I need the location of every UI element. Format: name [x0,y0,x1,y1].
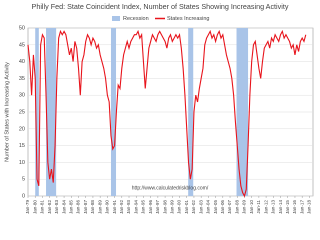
y-tick-label: 15 [19,143,25,149]
x-tick-label: Jan-96 [148,200,153,214]
y-tick-label: 25 [19,109,25,115]
x-tick-label: Jan-02 [191,200,196,214]
x-tick-label: Jan-16 [292,200,297,214]
x-tick-label: Jan-04 [206,200,211,214]
watermark: http://www.calculatedriskblog.com/ [132,185,209,191]
y-tick-label: 50 [19,25,25,31]
x-tick-label: Jan-87 [83,200,88,214]
x-tick-label: Jan-80 [32,200,37,214]
x-tick-label: Jan-14 [278,200,283,214]
x-tick-label: Jan-08 [234,200,239,214]
x-tick-label: Jan-11 [256,200,261,214]
x-tick-label: Jan-06 [220,200,225,214]
x-tick-label: Jan-81 [40,200,45,214]
x-tick-label: Jan-01 [184,200,189,214]
recession-band [35,28,39,196]
x-tick-label: Jan-79 [25,200,30,214]
x-tick-label: Jan-15 [285,200,290,214]
x-tick-label: Jan-91 [112,200,117,214]
x-tick-label: Jan-84 [61,200,66,214]
y-tick-label: 30 [19,93,25,99]
x-tick-label: Jan-09 [242,200,247,214]
y-tick-label: 20 [19,126,25,132]
chart-title: Philly Fed: State Coincident Index, Numb… [32,2,289,11]
x-tick-label: Jan-95 [141,200,146,214]
page: Philly Fed: State Coincident Index, Numb… [4,1,314,215]
x-tick-label: Jan-12 [263,200,268,214]
x-tick-label: Jan-92 [119,200,124,214]
x-tick-label: Jan-17 [299,200,304,214]
x-tick-label: Jan-10 [249,200,254,214]
recession-band [110,28,117,196]
x-tick-label: Jan-99 [170,200,175,214]
x-tick-label: Jan-86 [76,200,81,214]
legend-swatch [112,16,120,21]
x-tick-label: Jan-97 [155,200,160,214]
y-tick-label: 35 [19,76,25,82]
chart: Philly Fed: State Coincident Index, Numb… [4,2,314,214]
y-tick-label: 0 [22,193,25,199]
x-tick-label: Jan-13 [271,200,276,214]
x-tick-label: Jan-94 [133,200,138,214]
x-tick-label: Jan-90 [105,200,110,214]
recession-band [236,28,249,196]
recession-band [188,28,194,196]
y-tick-label: 5 [22,177,25,183]
x-tick-label: Jan-98 [162,200,167,214]
x-tick-label: Jan-05 [213,200,218,214]
x-tick-label: Jan-93 [126,200,131,214]
legend-label: States Increasing [167,16,210,22]
x-tick-label: Jan-03 [198,200,203,214]
series-line [27,29,307,198]
legend-label: Recession [123,16,149,22]
y-tick-label: 10 [19,160,25,166]
recession-band [46,28,57,196]
y-axis-label: Number of States with Increasing Activit… [4,62,10,162]
x-tick-label: Jan-88 [90,200,95,214]
y-tick-label: 45 [19,42,25,48]
y-tick-label: 40 [19,59,25,65]
x-tick-label: Jan-83 [54,200,59,214]
x-tick-label: Jan-18 [307,200,312,214]
x-tick-label: Jan-82 [47,200,52,214]
x-tick-label: Jan-89 [97,200,102,214]
x-tick-label: Jan-07 [227,200,232,214]
x-tick-label: Jan-85 [69,200,74,214]
x-tick-label: Jan-00 [177,200,182,214]
